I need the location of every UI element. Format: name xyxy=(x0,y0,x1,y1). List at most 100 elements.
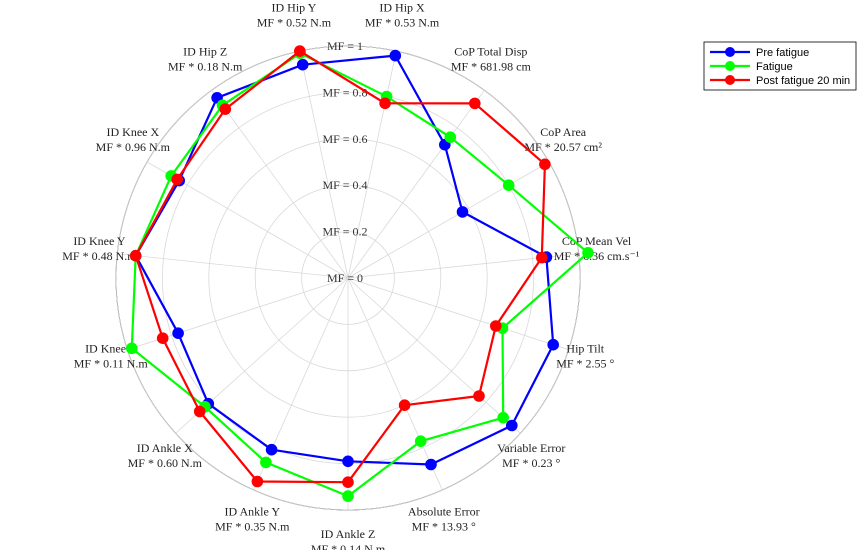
data-point xyxy=(156,332,169,345)
legend: Pre fatigue Fatigue Post fatigue 20 min xyxy=(703,41,857,91)
grid-spoke xyxy=(347,50,397,279)
grid-spoke xyxy=(299,50,349,279)
axis-name: Hip Tilt xyxy=(566,341,604,355)
grid-spoke xyxy=(347,277,443,491)
series-line xyxy=(130,52,590,498)
grid-spoke xyxy=(347,277,569,351)
axis-name: CoP Total Disp xyxy=(454,45,527,59)
grid-spoke xyxy=(211,90,349,279)
axis-scale: MF * 0.18 N.m xyxy=(168,60,243,74)
data-point xyxy=(497,411,510,424)
axis-name: ID Hip X xyxy=(379,1,425,15)
data-point xyxy=(414,435,427,448)
ring-label: MF = 0.6 xyxy=(322,132,367,146)
data-point xyxy=(171,173,183,186)
axis-scale: MF * 2.55 ° xyxy=(556,356,614,370)
axis-name: ID Hip Y xyxy=(271,1,316,15)
legend-swatch-marker xyxy=(725,47,735,57)
legend-swatch-marker xyxy=(725,61,735,71)
axis-scale: MF * 0.60 N.m xyxy=(128,456,203,470)
data-point xyxy=(193,405,206,418)
data-point xyxy=(126,342,138,355)
legend-label: Fatigue xyxy=(756,61,793,73)
data-point xyxy=(547,338,560,351)
ring-labels: MF = 0 MF = 0.2 MF = 0.4 MF = 0.6 MF = 0.8 MF… xyxy=(322,39,367,285)
legend-entry: Fatigue xyxy=(710,61,793,73)
axis-name: ID Knee Y xyxy=(73,234,126,248)
data-point xyxy=(502,179,515,191)
data-point xyxy=(296,58,309,71)
data-point xyxy=(506,419,518,432)
data-point xyxy=(473,390,485,402)
axis-scale: MF * 0.23 ° xyxy=(502,456,560,470)
axis-scale: MF * 13.93 ° xyxy=(412,520,476,534)
axis-label-group: ID Knee YMF * 0.48 N.m xyxy=(62,234,137,263)
axis-name: ID Hip Z xyxy=(183,45,227,59)
data-point xyxy=(172,327,184,340)
data-point xyxy=(379,97,391,110)
data-point xyxy=(582,247,594,259)
axis-scale: MF * 0.35 N.m xyxy=(215,520,290,534)
data-point xyxy=(490,320,502,332)
radar-grid xyxy=(115,45,581,511)
data-point xyxy=(260,456,272,469)
data-point xyxy=(219,103,232,115)
axis-name: ID Knee Z xyxy=(85,341,136,355)
axis-name: CoP Area xyxy=(540,125,587,139)
series-layer xyxy=(126,45,594,502)
data-point xyxy=(265,443,278,456)
axis-name: ID Ankle X xyxy=(137,441,193,455)
axis-label-group: ID Hip XMF * 0.53 N.m xyxy=(365,1,440,30)
axis-scale: MF * 681.98 cm xyxy=(451,60,532,74)
series-2 xyxy=(129,45,551,489)
legend-swatch-marker xyxy=(725,75,735,85)
axis-label-group: ID Knee ZMF * 0.11 N.m xyxy=(74,341,149,370)
axis-scale: MF * 0.96 N.m xyxy=(96,140,171,154)
axis-label-group: ID Knee XMF * 0.96 N.m xyxy=(96,125,171,154)
data-point xyxy=(342,455,354,468)
axis-name: ID Knee X xyxy=(107,125,160,139)
axis-label-group: ID Ankle YMF * 0.35 N.m xyxy=(215,505,290,534)
data-point xyxy=(129,249,142,262)
data-point xyxy=(251,475,264,488)
grid-spoke xyxy=(117,253,349,279)
axis-scale: MF * 0.52 N.m xyxy=(257,16,332,30)
grid-spoke xyxy=(347,90,485,279)
axis-scale: MF * 0.48 N.m xyxy=(62,249,137,263)
data-point xyxy=(342,476,354,489)
data-point xyxy=(536,251,548,264)
axis-name: ID Ankle Z xyxy=(321,527,376,541)
axis-name: Absolute Error xyxy=(408,505,480,519)
data-point xyxy=(469,97,481,110)
data-point xyxy=(539,158,551,171)
axis-scale: MF * 0.53 N.m xyxy=(365,16,440,30)
data-point xyxy=(456,206,469,218)
grid-spoke xyxy=(347,161,550,279)
axis-scale: MF * 0.11 N.m xyxy=(74,356,149,370)
legend-entry: Post fatigue 20 min xyxy=(710,75,850,87)
axis-label-group: ID Ankle ZMF * 0.14 N.m xyxy=(311,527,386,550)
series-line xyxy=(134,49,547,484)
axis-label-group: ID Hip ZMF * 0.18 N.m xyxy=(168,45,243,74)
legend-label: Pre fatigue xyxy=(756,47,809,59)
grid-spoke xyxy=(347,277,521,434)
ring-label: MF = 0.4 xyxy=(322,178,367,192)
ring-label: MF = 1 xyxy=(327,39,363,53)
data-point xyxy=(294,45,306,57)
data-point xyxy=(425,458,437,471)
axis-name: Variable Error xyxy=(497,441,565,455)
data-point xyxy=(389,49,402,62)
ring-label: MF = 0 xyxy=(327,271,363,285)
ring-label: MF = 0.8 xyxy=(322,85,367,99)
data-point xyxy=(342,490,354,502)
axis-label-group: ID Ankle XMF * 0.60 N.m xyxy=(128,441,203,470)
legend-entry: Pre fatigue xyxy=(710,47,809,59)
legend-label: Post fatigue 20 min xyxy=(756,75,850,87)
